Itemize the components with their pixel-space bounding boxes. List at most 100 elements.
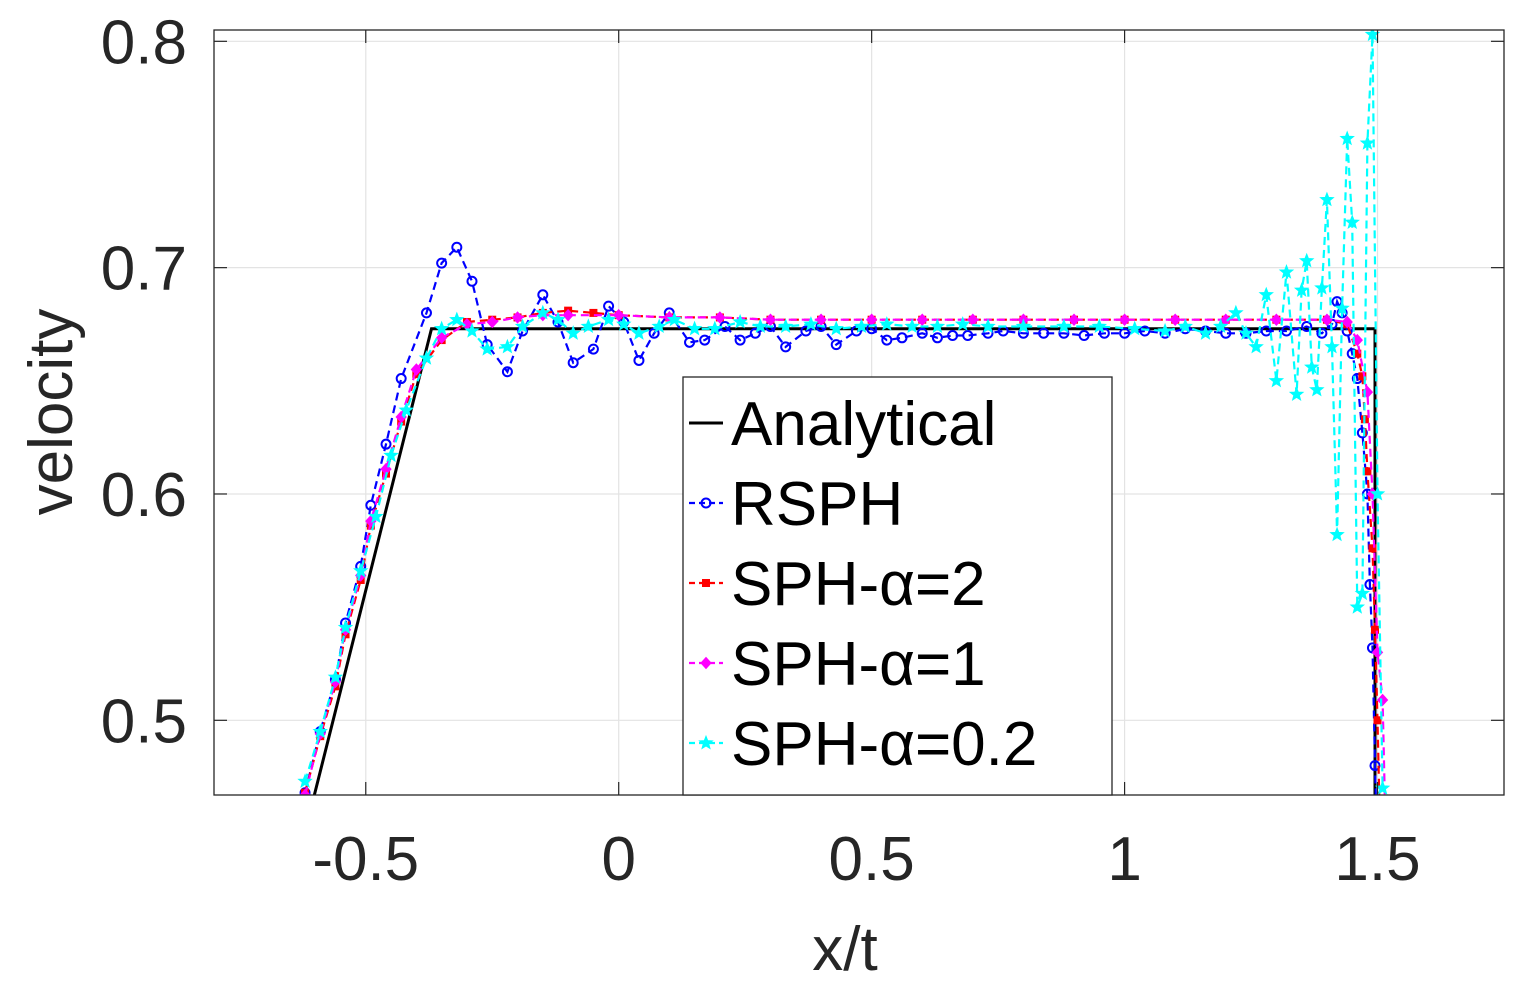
data-point [410,363,423,376]
data-point [603,300,615,312]
data-point [879,316,895,331]
data-point [299,788,311,795]
data-point [565,325,581,340]
data-point [499,338,516,354]
data-point [1056,318,1072,334]
data-point [732,313,748,329]
data-point [1248,338,1264,354]
data-point [1091,318,1108,334]
data-point [1301,320,1313,332]
data-point [1228,304,1244,320]
data-point [1339,130,1355,146]
data-point [803,316,819,331]
y-tick-label: 0.8 [101,8,187,77]
data-point [800,325,812,337]
data-point [1220,327,1232,339]
legend-label: SPH-α=1 [731,630,986,699]
data-point [752,318,769,334]
data-point [954,316,971,331]
data-point [1197,325,1214,340]
data-point [466,275,478,287]
data-point [1015,318,1032,334]
x-tick-label: 1 [1107,825,1141,894]
data-point [1177,318,1194,334]
data-point [1359,135,1376,150]
legend-label: Analytical [731,390,996,459]
data-point [1258,286,1274,302]
data-point [651,318,667,334]
data-point [380,438,392,450]
data-point [433,320,450,336]
data-point [764,313,777,326]
data-point [1118,313,1131,326]
data-point [749,327,761,339]
data-point [1369,485,1386,501]
data-point [1157,322,1173,338]
data-point [699,334,711,346]
data-point [420,307,432,319]
data-point [1316,327,1328,339]
data-point [1344,214,1360,229]
data-point [1349,599,1366,614]
legend-entry: RSPH [689,470,903,539]
y-tick-labels: 0.5 0.6 0.7 0.8 [101,8,187,756]
data-point [1368,544,1377,553]
data-point [828,320,844,336]
data-point [1078,330,1090,342]
y-tick-label: 0.6 [101,461,187,530]
data-point [464,322,480,338]
x-tick-label: 1.5 [1334,825,1420,894]
data-point [616,316,632,331]
data-point [479,341,495,356]
x-axis-label: x/t [812,915,877,984]
data-point [896,332,908,344]
data-point [929,318,946,334]
data-point [684,336,696,348]
legend-box [682,376,1113,796]
legend-swatch-marker [698,734,714,750]
data-point [714,311,726,324]
data-point [1212,318,1229,334]
data-point [1373,716,1382,725]
data-point [947,330,959,342]
data-point [631,325,647,340]
data-point [589,308,598,317]
data-point [633,354,645,366]
data-point [1358,372,1367,381]
data-point [587,343,599,355]
series-3 [299,308,1390,816]
data-point [435,331,448,345]
legend-label: SPH-α=2 [731,550,986,619]
legend-label: RSPH [731,470,903,539]
data-point [1293,282,1310,297]
data-point [613,308,625,322]
data-point [1380,805,1390,816]
data-point [931,332,943,344]
data-point [666,311,683,327]
data-point [600,311,617,327]
legend-entry: SPH-α=1 [689,630,986,699]
data-point [980,318,996,334]
x-tick-label: 0.5 [829,825,915,894]
data-point [312,723,328,739]
data-point [1309,381,1325,397]
data-point [352,562,369,578]
data-point [734,334,746,346]
data-point [1139,325,1151,337]
data-point [1314,279,1330,295]
data-point [1278,264,1295,279]
x-tick-label: -0.5 [312,825,419,894]
data-point [486,315,498,329]
data-point [368,508,384,524]
data-point [365,499,377,511]
legend-entry: Analytical [689,390,996,459]
series-4 [297,30,1391,795]
data-point [1324,338,1340,354]
data-point [1298,252,1315,268]
data-point [514,318,531,334]
data-point [962,330,974,342]
data-point [550,311,566,327]
data-point [1260,325,1272,337]
legend: Analytical RSPH SPH-α=2 SPH-α=1 SPH-α=0.2 [682,376,1113,796]
data-point [535,304,551,320]
